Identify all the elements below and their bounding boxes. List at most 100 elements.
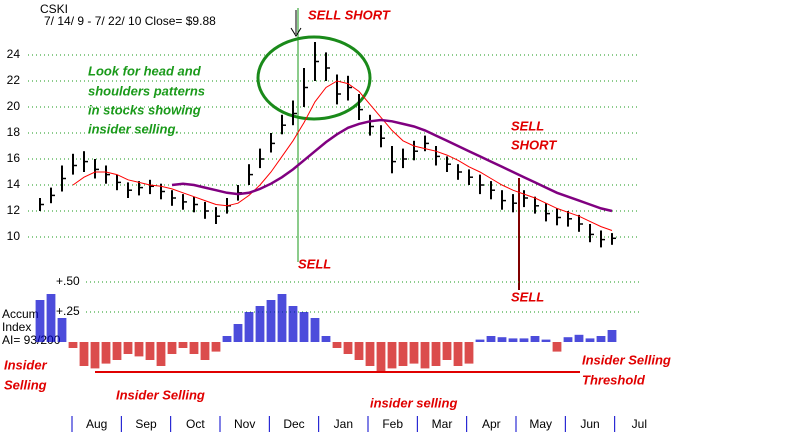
y-tick-label: 10 — [7, 229, 21, 243]
accum-bar — [178, 342, 188, 348]
accum-bar — [552, 342, 562, 352]
accum-bar — [101, 342, 111, 364]
accum-bar — [211, 342, 221, 352]
accum-tick-label: +.50 — [56, 274, 80, 288]
x-tick-label: Feb — [382, 417, 403, 431]
moving-average — [171, 118, 613, 213]
annotation: Insider — [4, 357, 48, 372]
accum-bar — [288, 306, 298, 342]
accum-bar — [596, 336, 606, 342]
y-tick-label: 18 — [7, 125, 21, 139]
x-tick-label: Jul — [632, 417, 647, 431]
accum-bar — [46, 294, 56, 342]
accum-bar — [244, 312, 254, 342]
accum-bar — [431, 342, 441, 366]
accum-bar — [134, 342, 144, 357]
accum-bar — [420, 342, 430, 369]
moving-average — [72, 80, 613, 231]
accum-bar — [563, 337, 573, 342]
note: shoulders patterns — [88, 83, 205, 98]
accum-bar — [585, 338, 595, 342]
accum-bar — [332, 342, 342, 348]
accum-bar — [486, 336, 496, 342]
accum-tick-label: +.25 — [56, 304, 80, 318]
accum-bar — [233, 324, 243, 342]
accum-bar — [574, 334, 584, 342]
accum-bar — [442, 342, 452, 360]
annotation: SELL SHORT — [308, 7, 391, 22]
symbol: CSKI — [40, 2, 68, 16]
x-tick-label: Apr — [482, 417, 501, 431]
accum-bar — [145, 342, 155, 360]
annotation: Threshold — [582, 372, 646, 387]
accum-bar — [156, 342, 166, 366]
accum-bar — [343, 342, 353, 354]
accum-bar — [90, 342, 100, 369]
accum-bar — [387, 342, 397, 369]
accum-bar — [354, 342, 364, 360]
accum-bar — [266, 300, 276, 342]
note: in stocks showing — [88, 102, 201, 117]
annotation: Insider Selling — [116, 387, 205, 402]
accum-bar — [277, 294, 287, 342]
annotation: SELL — [298, 256, 331, 271]
x-tick-label: Jan — [334, 417, 353, 431]
accum-bar — [376, 342, 386, 372]
head-ellipse — [256, 35, 372, 121]
accum-bar — [453, 342, 463, 366]
accum-bar — [68, 342, 78, 348]
annotation: SELL — [511, 118, 544, 133]
accum-bar — [607, 330, 617, 342]
accum-bar — [464, 342, 474, 364]
annotation: Insider Selling — [582, 352, 671, 367]
annotation: SHORT — [511, 137, 557, 152]
y-tick-label: 14 — [7, 177, 21, 191]
accum-bar — [519, 338, 529, 342]
accum-label: AI= 93/200 — [2, 333, 61, 347]
accum-bar — [200, 342, 210, 360]
x-tick-label: Aug — [86, 417, 107, 431]
accum-bar — [123, 342, 133, 354]
accum-bar — [409, 342, 419, 364]
accum-bar — [497, 337, 507, 342]
x-tick-label: Nov — [234, 417, 255, 431]
accum-bar — [508, 338, 518, 342]
accum-bar — [189, 342, 199, 354]
x-tick-label: Mar — [432, 417, 453, 431]
accum-bar — [530, 336, 540, 342]
accum-bar — [299, 312, 309, 342]
x-tick-label: Jun — [580, 417, 599, 431]
annotation: Selling — [4, 377, 47, 392]
x-tick-label: May — [529, 417, 552, 431]
accum-bar — [255, 306, 265, 342]
accum-bar — [398, 342, 408, 366]
accum-bar — [475, 339, 485, 342]
x-tick-label: Sep — [135, 417, 157, 431]
accum-bar — [57, 318, 67, 342]
annotation: SELL — [511, 289, 544, 304]
accum-bar — [310, 318, 320, 342]
accum-bar — [541, 339, 551, 342]
accum-bar — [112, 342, 122, 360]
y-tick-label: 22 — [7, 73, 21, 87]
accum-bar — [365, 342, 375, 366]
note: Look for head and — [88, 63, 202, 78]
annotation: insider selling — [370, 395, 457, 410]
y-tick-label: 12 — [7, 203, 21, 217]
accum-label: Index — [2, 320, 31, 334]
accum-bar — [167, 342, 177, 354]
x-tick-label: Oct — [186, 417, 205, 431]
y-tick-label: 16 — [7, 151, 21, 165]
accum-bar — [79, 342, 89, 366]
accum-bar — [321, 336, 331, 342]
accum-bar — [222, 336, 232, 342]
range: 7/ 14/ 9 - 7/ 22/ 10 Close= $9.88 — [44, 14, 216, 28]
accum-bar — [35, 300, 45, 342]
accum-label: Accum — [2, 307, 39, 321]
y-tick-label: 24 — [7, 47, 21, 61]
y-tick-label: 20 — [7, 99, 21, 113]
x-tick-label: Dec — [283, 417, 304, 431]
note: insider selling. — [88, 121, 179, 136]
arrow — [290, 10, 302, 37]
